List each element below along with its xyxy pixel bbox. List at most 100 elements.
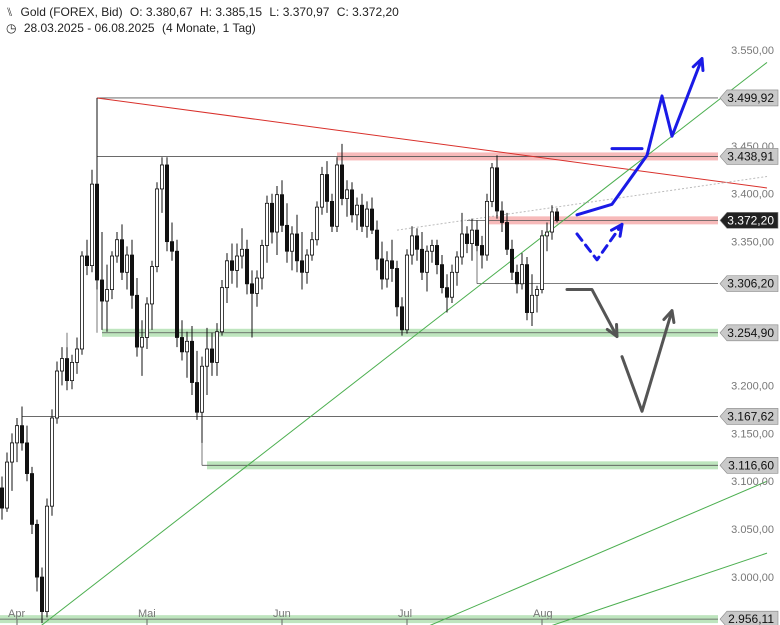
candle-body [379,258,384,280]
level-tag [719,148,779,165]
candle-body [139,337,144,348]
candle-body [339,164,344,199]
candle-body [269,202,274,233]
candle-body [449,271,454,298]
candle-body [520,264,525,285]
y-tick-label: 3.100,00 [731,476,774,488]
candle-body [254,277,259,294]
candle-body [129,254,134,296]
candle-body [264,202,269,246]
candle-body [134,294,139,348]
level-label: 3.499,92 [727,91,774,105]
candle-body [374,229,379,260]
candle-body [219,287,224,333]
level-label: 3.372,20 [727,213,774,227]
candle-body [105,289,110,302]
candle-body [19,425,24,444]
candle-body [45,505,50,612]
high-value: H: 3.385,15 [199,5,263,19]
candle-body [65,358,70,382]
candle-body [354,204,359,216]
candle-body [399,306,404,331]
candle-body [9,442,14,463]
candle-body [349,189,354,216]
candle-body [409,235,414,256]
candle-body [454,256,459,273]
candle-body [224,260,229,289]
candle-body [509,248,514,273]
candle-body [90,183,95,266]
candle-body [279,194,284,226]
candle-body [394,268,399,308]
candle-body [550,211,555,233]
bar-chart-icon: ⑊ [6,5,14,19]
candle-body [444,287,449,298]
candle-body [274,194,279,233]
candle-body [85,255,90,266]
chart-header: ⑊ Gold (FOREX, Bid) O: 3.380,67 H: 3.385… [6,5,403,19]
scenario-bullish-path [575,57,704,217]
candle-body [429,245,434,252]
y-tick-label: 3.000,00 [731,572,774,584]
candle-body [125,254,130,273]
date-range: 28.03.2025 - 06.08.2025 [23,21,155,35]
candle-body [555,211,560,221]
candle-body [389,260,394,269]
y-tick-label: 3.550,00 [731,45,774,57]
candle-body [100,279,105,302]
level-tag [719,457,779,474]
level-tag [719,212,779,229]
level-tag [719,324,779,342]
candle-body [110,255,115,290]
candle-body [204,348,209,367]
x-tick-label: Jun [273,608,291,620]
candle-body [174,250,179,338]
level-tag [719,275,779,292]
candle-body [55,370,60,419]
candle-body [169,241,174,252]
clock-icon: ◷ [6,21,17,35]
candle-body [199,365,204,413]
candle-body [5,461,10,509]
candle-body [344,189,349,199]
candle-body [0,487,4,509]
candle-body [309,239,314,256]
trendline-green-lower-1 [429,480,768,625]
candle-body [184,340,189,353]
candle-body [29,473,34,525]
candle-body [324,174,329,202]
candle-body [364,208,369,227]
candle-body [120,239,125,273]
candle-body [144,303,149,338]
candle-body [434,245,439,266]
candle-body [359,204,364,227]
candle-body [75,348,80,363]
level-label: 3.254,90 [727,326,774,340]
period-label: (4 Monate, 1 Tag) [161,21,256,35]
candle-body [70,361,75,382]
candle-body [209,348,214,363]
arrowhead-bearish-path [605,323,619,339]
y-tick-label: 3.350,00 [731,237,774,249]
candle-body [419,248,424,273]
candle-body [154,188,159,267]
level-tag [719,408,779,425]
candle-body [329,200,334,227]
candle-body [35,523,40,578]
arrowhead-bullish-path [691,57,705,73]
candle-body [229,260,234,271]
candle-body [24,442,29,474]
scenario-pullback-path [575,222,624,262]
chart-subheader: ◷ 28.03.2025 - 06.08.2025 (4 Monate, 1 T… [6,21,260,35]
level-label: 2.956,11 [728,612,774,625]
candle-body [535,289,540,296]
candle-body [525,264,530,313]
candle-body [314,206,319,241]
open-value: O: 3.380,67 [129,5,193,19]
candle-body [40,576,45,612]
candle-body [50,417,55,507]
candle-body [479,245,484,256]
candle-body [289,233,294,252]
candle-body [484,200,489,256]
candle-body [474,229,479,246]
